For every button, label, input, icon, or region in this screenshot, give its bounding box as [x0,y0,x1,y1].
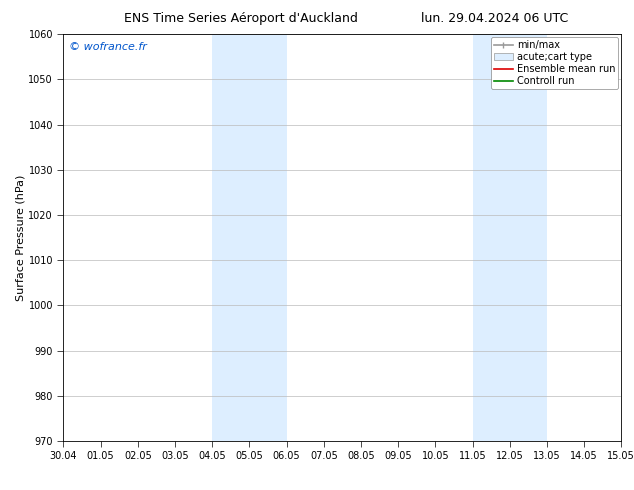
Legend: min/max, acute;cart type, Ensemble mean run, Controll run: min/max, acute;cart type, Ensemble mean … [491,37,618,89]
Y-axis label: Surface Pressure (hPa): Surface Pressure (hPa) [16,174,25,301]
Bar [510,34,547,441]
Text: © wofrance.fr: © wofrance.fr [69,43,147,52]
Bar [472,34,510,441]
Bar [212,34,249,441]
Bar [249,34,287,441]
Text: ENS Time Series Aéroport d'Auckland: ENS Time Series Aéroport d'Auckland [124,12,358,25]
Text: lun. 29.04.2024 06 UTC: lun. 29.04.2024 06 UTC [421,12,568,25]
